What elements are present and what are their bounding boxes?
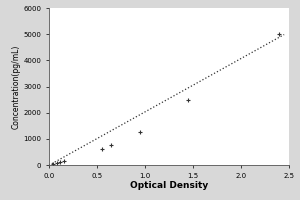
Y-axis label: Concentration(pg/mL): Concentration(pg/mL) [12,44,21,129]
X-axis label: Optical Density: Optical Density [130,181,208,190]
